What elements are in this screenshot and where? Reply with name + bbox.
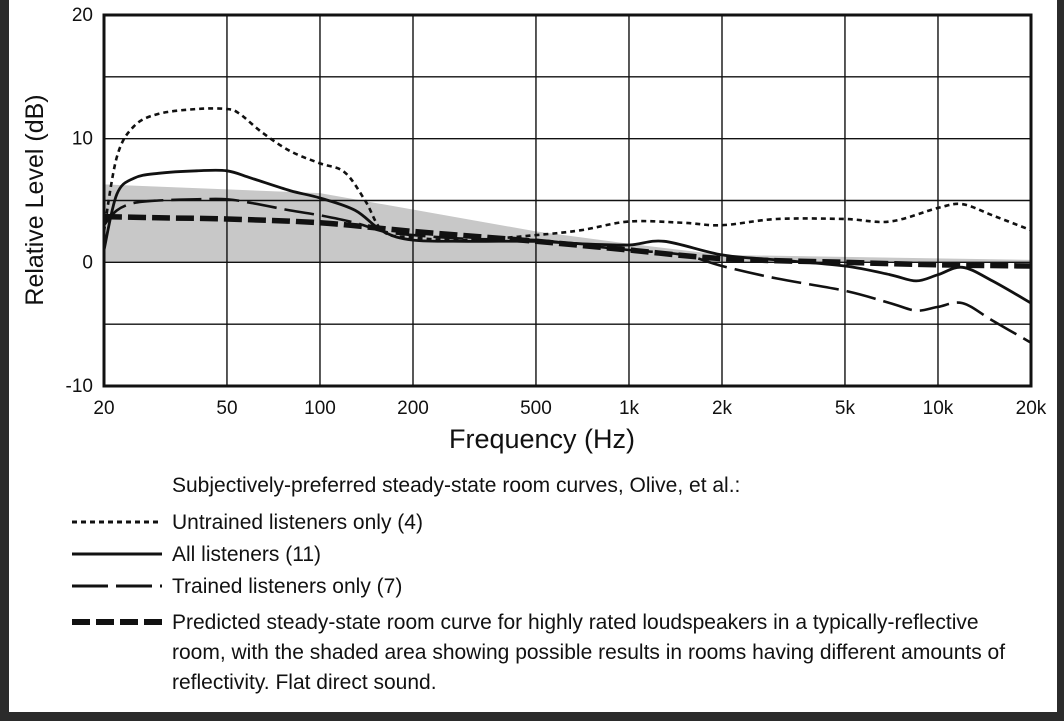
x-tick-labels: 20 50 100 200 500 1k 2k 5k 10k 20k xyxy=(93,398,1046,419)
series-predicted-line xyxy=(103,213,1032,269)
y-tick-label: 0 xyxy=(82,252,93,273)
legend-label-predicted: Predicted steady-state room curve for hi… xyxy=(172,611,1006,694)
legend-swatch-heavydash xyxy=(72,619,162,625)
grid-layer xyxy=(104,15,1031,386)
x-tick-label: 20k xyxy=(1016,398,1047,419)
y-tick-labels: 20 10 0 -10 xyxy=(66,5,93,397)
series-trained-line xyxy=(102,197,1032,344)
image-border-left xyxy=(0,0,9,721)
x-tick-label: 20 xyxy=(93,398,114,419)
y-tick-label: 20 xyxy=(72,5,93,26)
x-tick-label: 200 xyxy=(397,398,429,419)
legend-swatch-longdash xyxy=(72,584,162,588)
x-tick-label: 2k xyxy=(712,398,733,419)
plot-frame xyxy=(102,13,1033,388)
image-border-bottom xyxy=(0,712,1064,721)
legend-swatch-dotted xyxy=(72,520,162,524)
x-tick-label: 50 xyxy=(216,398,237,419)
x-tick-label: 100 xyxy=(304,398,336,419)
series-untrained-line xyxy=(102,107,1032,242)
legend-label-all: All listeners (11) xyxy=(172,543,321,566)
shaded-area xyxy=(104,184,1031,263)
y-tick-label: 10 xyxy=(72,129,93,150)
y-tick-label: -10 xyxy=(66,376,93,397)
x-tick-label: 10k xyxy=(923,398,954,419)
series-layer xyxy=(102,107,1032,344)
y-axis-title: Relative Level (dB) xyxy=(21,94,49,305)
x-tick-label: 500 xyxy=(520,398,552,419)
legend-label-untrained: Untrained listeners only (4) xyxy=(172,511,423,534)
legend-swatch-solid xyxy=(72,552,162,556)
x-tick-label: 5k xyxy=(835,398,856,419)
series-all-listeners-line xyxy=(102,168,1032,305)
legend-label-trained: Trained listeners only (7) xyxy=(172,575,403,598)
legend-title: Subjectively-preferred steady-state room… xyxy=(172,474,741,497)
image-border-right xyxy=(1057,0,1064,721)
x-axis-title: Frequency (Hz) xyxy=(449,424,635,454)
shaded-area-layer xyxy=(104,184,1031,263)
x-tick-label: 1k xyxy=(619,398,640,419)
